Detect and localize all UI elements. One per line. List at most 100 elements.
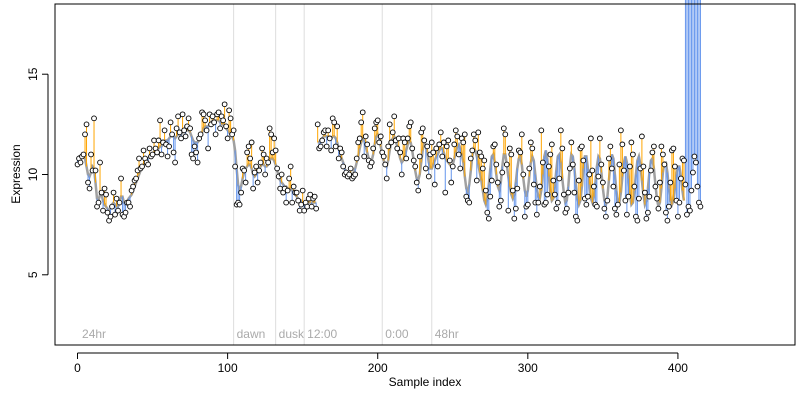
data-point [226, 107, 232, 114]
data-point [101, 185, 108, 192]
data-point [503, 161, 510, 168]
marker-label: dusk [279, 327, 305, 341]
data-point [205, 145, 211, 152]
data-point [431, 181, 438, 188]
data-point [202, 117, 208, 124]
data-point [536, 183, 543, 190]
data-point [136, 155, 142, 162]
data-point [230, 127, 237, 134]
data-point [388, 139, 395, 146]
data-point [95, 199, 102, 206]
data-point [690, 169, 696, 176]
data-point [494, 179, 501, 186]
data-point [254, 179, 261, 186]
data-point [311, 193, 318, 200]
data-point [415, 187, 422, 194]
data-point [475, 129, 482, 136]
data-point [655, 205, 662, 212]
data-point [412, 163, 419, 170]
data-point [451, 141, 458, 148]
data-point [247, 155, 253, 162]
data-point [601, 205, 608, 212]
data-point [359, 109, 366, 116]
data-point [181, 127, 187, 134]
data-point [589, 167, 596, 174]
data-point [157, 117, 163, 124]
data-point [576, 177, 582, 184]
x-tick-label: 100 [218, 361, 238, 375]
data-point [245, 143, 252, 150]
x-tick-label: 200 [368, 361, 388, 375]
data-point [553, 205, 560, 212]
data-point [509, 187, 516, 194]
data-point [460, 139, 467, 146]
marker-label: 48hr [435, 327, 459, 341]
data-point [493, 161, 500, 168]
data-point [97, 159, 103, 166]
data-point [583, 201, 590, 208]
marker-label: dawn [237, 327, 266, 341]
data-point [563, 205, 570, 212]
data-point [361, 153, 368, 160]
data-point [613, 211, 620, 218]
data-point [676, 199, 683, 206]
data-point [551, 191, 558, 198]
data-point [544, 191, 551, 198]
data-point [530, 181, 537, 188]
data-point [380, 153, 387, 160]
data-point [538, 127, 545, 134]
data-point [85, 179, 91, 186]
data-point [526, 165, 533, 172]
data-point [397, 149, 404, 156]
data-point [260, 151, 267, 158]
data-point [481, 157, 488, 164]
data-point [194, 159, 201, 166]
data-point [597, 135, 603, 142]
data-point [209, 113, 216, 120]
data-point [109, 203, 115, 210]
plot-frame [54, 3, 796, 346]
data-point [645, 209, 651, 216]
data-point [251, 169, 258, 176]
data-point [82, 131, 88, 138]
data-point [565, 189, 572, 196]
data-point [227, 115, 234, 122]
data-point [172, 159, 178, 166]
data-point [448, 179, 455, 186]
data-point [425, 173, 432, 180]
data-point [122, 209, 129, 216]
data-point [574, 217, 581, 224]
data-point [88, 151, 94, 158]
data-point [77, 159, 84, 166]
data-point [362, 133, 369, 140]
x-axis-title: Sample index [389, 375, 462, 389]
data-point [118, 175, 124, 182]
data-point [649, 149, 656, 156]
data-point [687, 207, 693, 214]
data-point [571, 189, 578, 196]
data-point [116, 199, 123, 206]
data-point [600, 179, 606, 186]
data-point [631, 183, 638, 190]
data-point [203, 127, 210, 134]
data-point [628, 139, 635, 146]
data-point [652, 183, 659, 190]
data-point [615, 201, 621, 208]
data-point [182, 133, 189, 140]
data-point [684, 211, 690, 218]
data-point [404, 135, 411, 142]
data-point [446, 157, 453, 164]
data-point [518, 131, 525, 138]
data-point [639, 133, 645, 140]
data-point [272, 147, 279, 154]
data-point [356, 135, 363, 142]
data-point [654, 195, 660, 202]
data-point [660, 151, 666, 158]
data-point [634, 217, 641, 224]
data-point [155, 137, 162, 144]
data-point [241, 167, 247, 174]
data-point [678, 175, 684, 182]
data-point [618, 127, 624, 134]
data-point [347, 165, 354, 172]
data-point [139, 163, 145, 170]
